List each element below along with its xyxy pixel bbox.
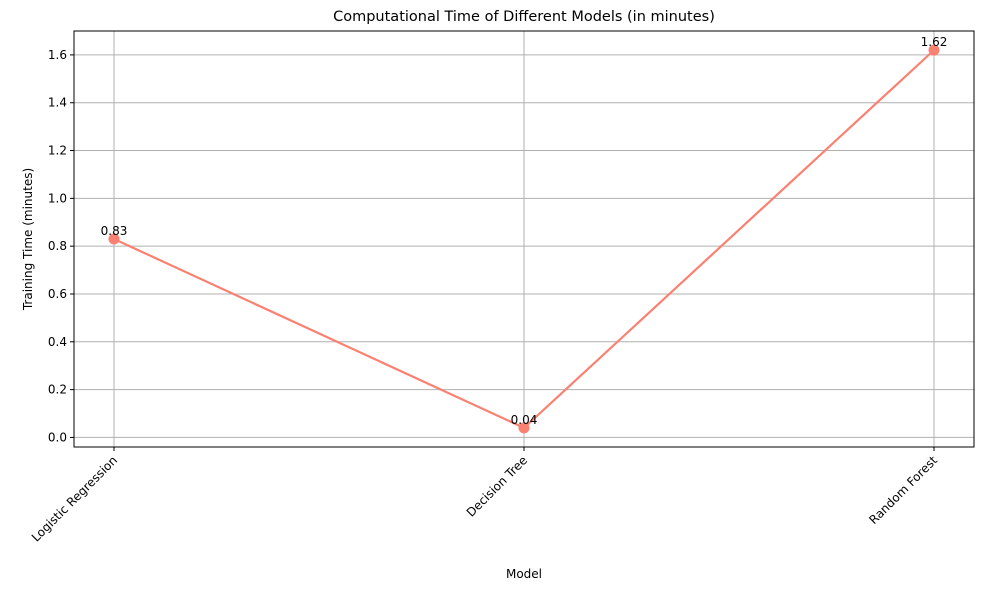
y-axis-label: Training Time (minutes) — [21, 168, 35, 311]
y-tick-label: 1.4 — [48, 96, 67, 110]
y-tick-label: 0.6 — [48, 287, 67, 301]
data-label: 0.83 — [101, 224, 128, 238]
y-tick-label: 1.2 — [48, 144, 67, 158]
data-point — [928, 44, 940, 56]
data-point — [108, 233, 120, 245]
grid — [74, 31, 974, 447]
data-label: 1.62 — [921, 35, 948, 49]
chart-title: Computational Time of Different Models (… — [333, 9, 715, 25]
x-tick-label: Decision Tree — [464, 453, 530, 519]
y-tick-label: 0.4 — [48, 335, 67, 349]
y-tick-label: 0.0 — [48, 430, 67, 444]
x-tick-label: Random Forest — [866, 453, 940, 527]
y-axis-ticks: 0.0 0.2 0.4 0.6 0.8 1.0 1.2 1.4 1.6 — [48, 48, 74, 444]
x-axis-ticks: Logistic Regression Decision Tree Random F… — [29, 447, 940, 545]
data-point — [518, 422, 530, 434]
y-tick-label: 1.6 — [48, 48, 67, 62]
y-tick-label: 0.8 — [48, 239, 67, 253]
y-tick-label: 1.0 — [48, 191, 67, 205]
x-tick-label: Logistic Regression — [29, 453, 120, 544]
series — [108, 44, 940, 434]
data-label: 0.04 — [511, 413, 538, 427]
y-tick-label: 0.2 — [48, 383, 67, 397]
data-labels: 0.83 0.04 1.62 — [101, 35, 948, 427]
x-axis-label: Model — [506, 567, 542, 581]
